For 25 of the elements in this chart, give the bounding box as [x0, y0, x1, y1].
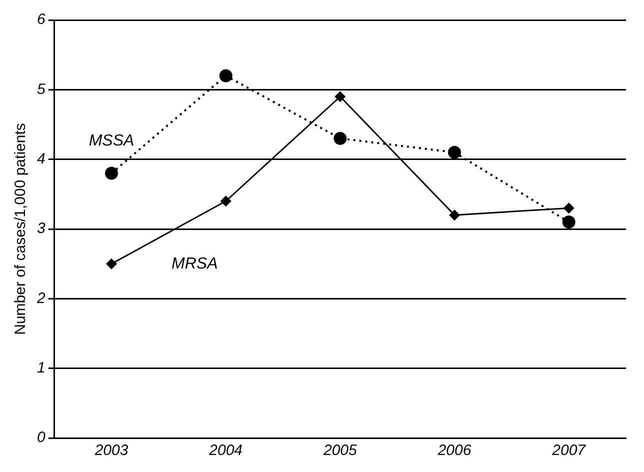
y-tick-label: 6 — [37, 11, 46, 28]
x-tick-label: 2004 — [208, 442, 243, 460]
y-tick-label: 1 — [37, 360, 46, 377]
point — [334, 132, 347, 145]
series-label: MRSA — [172, 255, 218, 272]
x-tick-label: 2003 — [94, 442, 129, 460]
point — [334, 91, 346, 102]
point — [448, 146, 462, 159]
point — [219, 69, 232, 82]
point — [220, 196, 232, 207]
y-axis-title: Number of cases/1,000 patients — [12, 123, 30, 335]
x-tick-label: 2007 — [551, 442, 586, 460]
y-tick-label: 3 — [37, 220, 46, 238]
point — [106, 258, 118, 270]
point — [563, 202, 574, 214]
series-label: MSSA — [88, 132, 134, 150]
y-tick-label: 2 — [36, 290, 46, 307]
y-tick-label: 5 — [37, 80, 46, 98]
x-tick-label: 2005 — [322, 442, 358, 460]
point — [449, 210, 460, 221]
point — [562, 216, 576, 229]
point — [105, 166, 118, 180]
y-tick-label: 0 — [37, 429, 46, 446]
x-tick-label: 2006 — [436, 442, 472, 460]
y-tick-label: 4 — [37, 150, 46, 168]
